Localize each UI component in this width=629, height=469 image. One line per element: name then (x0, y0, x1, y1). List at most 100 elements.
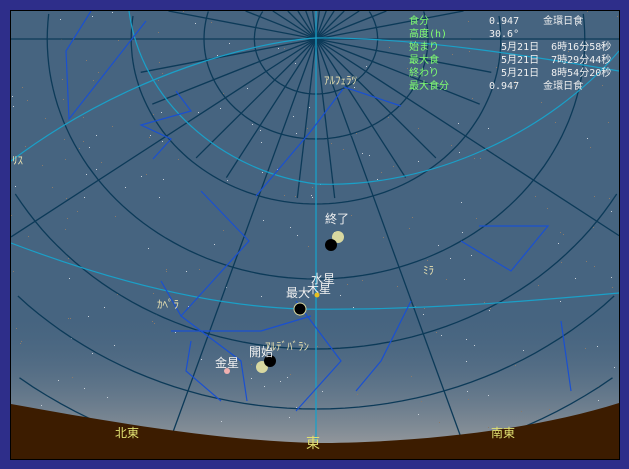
venus-marker (224, 368, 230, 374)
star (68, 258, 69, 259)
azimuth-line (315, 38, 437, 159)
star (72, 377, 73, 378)
star (15, 186, 16, 187)
star (67, 218, 68, 219)
star (104, 307, 105, 308)
altitude-circle (130, 15, 502, 205)
star (468, 399, 469, 400)
sun-end (332, 231, 344, 243)
star (576, 25, 577, 26)
star (423, 314, 424, 315)
star (65, 229, 66, 230)
star (93, 80, 94, 81)
star (88, 316, 89, 317)
star (296, 407, 297, 408)
label-capella: ｶﾍﾟﾗ (157, 298, 179, 311)
star (158, 32, 159, 33)
star (15, 162, 16, 163)
star (64, 139, 65, 140)
star (450, 258, 451, 259)
star (70, 318, 71, 319)
star (261, 296, 262, 297)
star (353, 307, 354, 308)
star (226, 287, 227, 288)
star (418, 161, 419, 162)
star (96, 135, 97, 136)
star (597, 346, 598, 347)
altitude-circle (203, 11, 429, 140)
star (92, 353, 93, 354)
star (159, 62, 160, 63)
star (98, 72, 99, 73)
star (158, 80, 159, 81)
star (20, 343, 21, 344)
star (362, 153, 363, 154)
star (89, 147, 90, 148)
star (229, 43, 230, 44)
star (255, 356, 256, 357)
star (149, 137, 150, 138)
azimuth-line (305, 11, 317, 40)
star (594, 266, 595, 267)
label-end: 終了 (325, 212, 350, 226)
star (598, 400, 599, 401)
direction-northeast: 北東 (115, 426, 140, 440)
direction-east: 東 (306, 436, 320, 452)
altitude-circle (46, 13, 586, 280)
star (611, 277, 612, 278)
star (84, 197, 85, 198)
star (159, 197, 160, 198)
star (22, 87, 23, 88)
star (523, 350, 524, 351)
star (568, 51, 569, 52)
star (587, 11, 588, 12)
star (488, 395, 489, 396)
star (162, 73, 163, 74)
star (86, 60, 87, 61)
star (79, 148, 80, 149)
star (284, 195, 285, 196)
star (307, 128, 308, 129)
star (558, 243, 559, 244)
star (381, 172, 382, 173)
star (415, 306, 416, 307)
star (547, 208, 548, 209)
star (71, 338, 72, 339)
star (490, 308, 491, 309)
info-row: 最大食分 0.947 金環日食 (409, 81, 584, 92)
star (146, 174, 147, 175)
sky-chart[interactable]: 終了 最大 開始 水星 木星 金星 ｶﾍﾟﾗ ｱﾙﾃﾞﾊﾞﾗﾝ ｱﾙﾌｪﾗﾂ ﾐ… (10, 10, 620, 460)
star (459, 152, 460, 153)
star (148, 248, 149, 249)
star (555, 122, 556, 123)
star (560, 301, 561, 302)
star (227, 180, 228, 181)
azimuth-line (315, 11, 387, 40)
star (594, 196, 595, 197)
star (28, 236, 29, 237)
star (62, 79, 63, 80)
moon-max (294, 303, 306, 315)
star (566, 60, 567, 61)
azimuth-line (297, 11, 317, 40)
star (11, 215, 12, 216)
label-aldebaran: ｱﾙﾃﾞﾊﾞﾗﾝ (265, 340, 309, 353)
star (277, 169, 278, 170)
star (585, 348, 586, 349)
star (68, 318, 69, 319)
star (223, 93, 224, 94)
star (575, 278, 576, 279)
star (278, 48, 279, 49)
azimuth-line (296, 38, 317, 199)
star (310, 32, 311, 33)
star (441, 335, 442, 336)
star (154, 323, 155, 324)
star (221, 421, 222, 422)
star (264, 386, 265, 387)
star (178, 159, 179, 160)
star (451, 145, 452, 146)
star (446, 279, 447, 280)
info-row: 始まり 5月21日 6時16分58秒 (409, 42, 612, 53)
star (469, 51, 470, 52)
moon-start (264, 355, 276, 367)
